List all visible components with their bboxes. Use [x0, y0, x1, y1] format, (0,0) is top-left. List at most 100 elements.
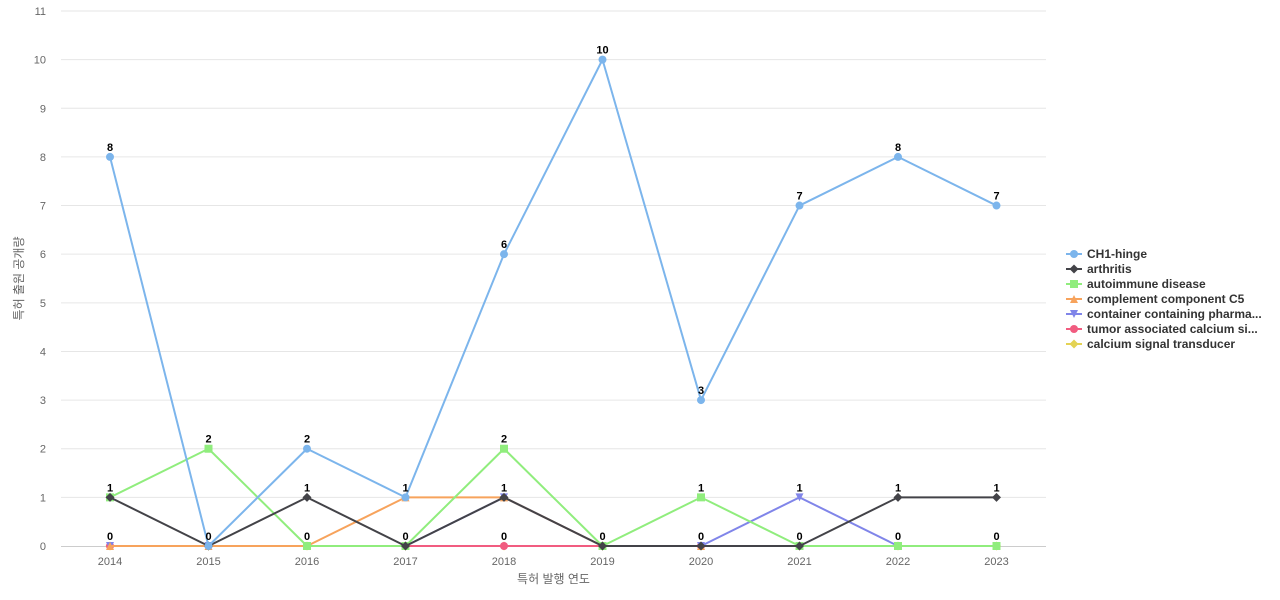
data-point — [697, 493, 705, 502]
data-point — [795, 541, 804, 551]
data-label: 0 — [895, 531, 901, 543]
data-label: 1 — [993, 482, 999, 494]
data-point — [499, 492, 509, 502]
legend-marker — [1070, 250, 1078, 258]
data-label: 2 — [501, 434, 507, 446]
data-label: 1 — [304, 482, 310, 494]
legend-label: complement component C5 — [1087, 292, 1245, 306]
legend-item[interactable]: tumor associated calcium si... — [1066, 322, 1258, 336]
data-label: 0 — [599, 531, 605, 543]
legend-item[interactable]: autoimmune disease — [1066, 277, 1206, 291]
data-label: 6 — [501, 239, 507, 251]
data-point — [795, 493, 804, 502]
data-point — [500, 542, 508, 550]
data-point — [303, 542, 311, 550]
legend-item[interactable]: container containing pharma... — [1066, 307, 1262, 321]
legend-item[interactable]: CH1-hinge — [1066, 247, 1147, 261]
data-label: 0 — [501, 531, 507, 543]
data-label: 8 — [107, 142, 113, 154]
data-point — [204, 542, 213, 550]
y-tick-label: 4 — [40, 346, 46, 358]
y-tick-label: 3 — [40, 395, 46, 407]
data-label: 0 — [698, 531, 704, 543]
series-line — [109, 58, 997, 547]
data-point — [105, 492, 115, 502]
legend-marker — [1070, 295, 1078, 303]
x-tick-label: 2022 — [886, 556, 910, 568]
x-tick-label: 2014 — [98, 556, 122, 568]
x-tick-label: 2017 — [393, 556, 417, 568]
data-label: 0 — [304, 531, 310, 543]
data-point — [598, 541, 607, 551]
data-label: 2 — [304, 434, 310, 446]
x-tick-label: 2019 — [590, 556, 614, 568]
data-label: 0 — [107, 531, 113, 543]
data-point — [500, 444, 508, 453]
x-tick-label: 2023 — [984, 556, 1008, 568]
data-label: 1 — [895, 482, 901, 494]
legend-label: arthritis — [1087, 262, 1132, 276]
legend-marker — [1069, 339, 1079, 349]
data-label: 0 — [796, 531, 802, 543]
y-tick-label: 10 — [34, 55, 46, 67]
legend-label: autoimmune disease — [1087, 277, 1206, 291]
y-tick-label: 0 — [40, 541, 46, 553]
data-point — [204, 444, 213, 453]
series-line — [109, 496, 997, 547]
data-label: 0 — [402, 531, 408, 543]
data-label: 1 — [698, 482, 704, 494]
y-axis-ticks: 0 1 2 3 4 5 6 7 8 9 10 11 — [34, 6, 46, 553]
y-tick-label: 2 — [40, 444, 46, 456]
data-label: 1 — [796, 482, 802, 494]
data-label: 3 — [698, 385, 704, 397]
data-label: 7 — [993, 191, 999, 203]
data-point — [696, 541, 706, 551]
y-tick-label: 8 — [40, 152, 46, 164]
y-tick-label: 5 — [40, 298, 46, 310]
y-tick-label: 6 — [40, 249, 46, 261]
legend-label: tumor associated calcium si... — [1087, 322, 1258, 336]
data-point — [893, 492, 903, 502]
series-ch1-hinge — [106, 55, 1001, 550]
y-tick-label: 9 — [40, 103, 46, 115]
y-axis-title: 특허 출원 공개량 — [12, 237, 26, 321]
data-point — [894, 542, 902, 550]
x-axis-title: 특허 발행 연도 — [517, 571, 590, 586]
data-point — [894, 152, 902, 161]
data-point — [106, 152, 114, 161]
legend-item[interactable]: arthritis — [1066, 262, 1132, 276]
legend-label: container containing pharma... — [1087, 307, 1262, 321]
y-tick-label: 7 — [40, 201, 46, 213]
y-tick-label: 11 — [35, 6, 46, 18]
legend-marker — [1070, 310, 1078, 318]
series-arthritis — [105, 492, 1001, 551]
x-axis-ticks: 2014 2015 2016 2017 2018 2019 2020 2021 2022 2023 — [98, 556, 1009, 568]
x-tick-label: 2020 — [689, 556, 713, 568]
x-tick-label: 2021 — [787, 556, 811, 568]
data-point — [795, 201, 804, 210]
data-label: 8 — [895, 142, 901, 154]
data-label: 1 — [107, 482, 113, 494]
data-label: 0 — [993, 531, 999, 543]
data-point — [992, 492, 1001, 502]
legend-label: CH1-hinge — [1087, 247, 1147, 261]
x-tick-label: 2015 — [196, 556, 220, 568]
data-point — [401, 493, 410, 502]
data-point — [303, 444, 311, 453]
data-point — [500, 250, 508, 259]
data-point — [106, 542, 114, 550]
data-label: 2 — [205, 434, 211, 446]
data-label: 1 — [402, 482, 408, 494]
legend-marker — [1070, 280, 1078, 288]
x-tick-label: 2018 — [492, 556, 516, 568]
legend-item[interactable]: complement component C5 — [1066, 292, 1245, 306]
legend-item[interactable]: calcium signal transducer — [1066, 337, 1235, 351]
data-point — [992, 542, 1001, 550]
data-point — [992, 201, 1001, 210]
legend-label: calcium signal transducer — [1087, 337, 1235, 351]
legend-marker — [1070, 325, 1078, 333]
